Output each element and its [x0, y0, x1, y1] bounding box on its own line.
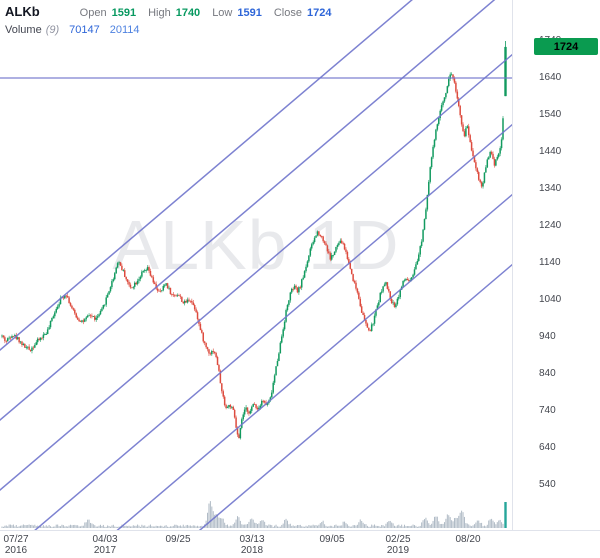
low-label: Low: [212, 7, 233, 19]
time-axis[interactable]: 07/27 2016 04/03 2017 09/25 03/13 2018 09/05 02/…: [0, 530, 600, 558]
price-tick-label: 640: [539, 442, 556, 453]
time-tick-label: 09/05: [319, 534, 345, 545]
symbol-name[interactable]: ALKb: [5, 4, 40, 19]
high-value: 1740: [175, 7, 201, 19]
price-tick-label: 1040: [539, 294, 562, 305]
low-value: 1591: [237, 7, 262, 19]
price-tick-label: 540: [539, 479, 556, 490]
price-tick-label: 940: [539, 331, 556, 342]
volume-ma-value: 20114: [109, 24, 140, 36]
volume-value: 70147: [69, 24, 100, 36]
open-label: Open: [79, 7, 107, 19]
time-tick-year: 2018: [240, 545, 264, 556]
chart-header: ALKb Open 1591 High 1740 Low 1591 Close …: [5, 4, 331, 36]
close-label: Close: [273, 7, 302, 19]
open-value: 1591: [111, 7, 137, 19]
volume-indicator-param: (9): [45, 24, 60, 36]
time-tick-year: 2016: [4, 545, 28, 556]
price-chart-canvas[interactable]: [0, 0, 512, 530]
time-tick-label: 03/13 2018: [239, 534, 265, 556]
close-value: 1724: [306, 7, 332, 19]
price-tick-label: 1540: [539, 109, 562, 120]
time-tick-label: 09/25: [165, 534, 191, 545]
time-tick-label: 07/27 2016: [3, 534, 29, 556]
high-label: High: [148, 7, 171, 19]
last-price-badge: 1724: [534, 38, 598, 56]
price-tick-label: 1340: [539, 183, 562, 194]
time-tick-label: 08/20: [455, 534, 481, 545]
time-tick-label: 02/25 2019: [385, 534, 411, 556]
time-tick-label: 04/03 2017: [92, 534, 118, 556]
volume-indicator-label[interactable]: Volume: [5, 24, 42, 36]
time-tick-year: 2019: [386, 545, 410, 556]
price-axis[interactable]: 1724 17401640154014401340124011401040940…: [512, 0, 600, 530]
price-tick-label: 1140: [539, 257, 561, 268]
volume-row: Volume (9) 70147 20114: [5, 24, 331, 36]
price-tick-label: 1640: [539, 72, 562, 83]
price-tick-label: 1440: [539, 146, 562, 157]
price-tick-label: 740: [539, 405, 556, 416]
price-tick-label: 1240: [539, 220, 562, 231]
price-tick-label: 840: [539, 368, 556, 379]
ohlc-row: ALKb Open 1591 High 1740 Low 1591 Close …: [5, 4, 331, 19]
time-tick-year: 2017: [93, 545, 117, 556]
